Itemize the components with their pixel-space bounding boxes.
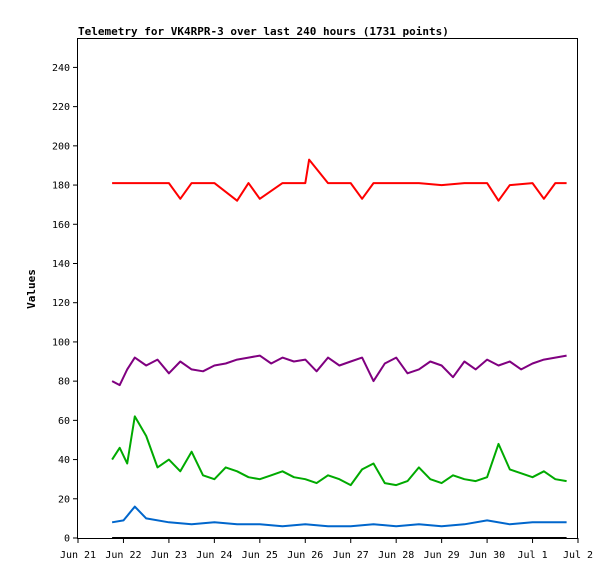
y-tick-label: 0 bbox=[64, 534, 70, 545]
y-tick-label: 40 bbox=[58, 455, 70, 466]
x-tick-label: Jun 24 bbox=[196, 550, 232, 561]
x-tick-label: Jun 22 bbox=[105, 550, 141, 561]
x-tick-label: Jun 27 bbox=[333, 550, 369, 561]
y-axis: 0 20 40 60 80 100 120 140 160 180 200 220 240 bbox=[52, 63, 78, 545]
y-tick-label: 60 bbox=[58, 416, 70, 427]
x-tick-label: Jun 28 bbox=[378, 550, 414, 561]
x-tick-label: Jul 1 bbox=[517, 550, 547, 561]
y-tick-label: 240 bbox=[52, 63, 70, 74]
plot-area-frame bbox=[77, 38, 578, 539]
x-tick-label: Jul 2 bbox=[563, 550, 593, 561]
x-tick-label: Jun 26 bbox=[287, 550, 323, 561]
y-tick-label: 120 bbox=[52, 298, 70, 309]
y-tick-label: 140 bbox=[52, 259, 70, 270]
y-tick-label: 180 bbox=[52, 181, 70, 192]
y-tick-label: 200 bbox=[52, 141, 70, 152]
x-tick-label: Jun 21 bbox=[60, 550, 96, 561]
x-tick-label: Jun 29 bbox=[424, 550, 460, 561]
x-axis: Jun 21 Jun 22 Jun 23 Jun 24 Jun 25 Jun 26 Jun … bbox=[60, 538, 593, 561]
series-line-4 bbox=[111, 505, 567, 528]
x-tick-label: Jun 30 bbox=[469, 550, 505, 561]
y-tick-label: 160 bbox=[52, 220, 70, 231]
y-axis-label: Values bbox=[25, 269, 38, 309]
y-tick-label: 100 bbox=[52, 337, 70, 348]
y-tick-label: 80 bbox=[58, 377, 70, 388]
chart-title: Telemetry for VK4RPR-3 over last 240 hou… bbox=[78, 25, 449, 38]
y-tick-label: 220 bbox=[52, 102, 70, 113]
series-line-2 bbox=[111, 354, 567, 387]
x-tick-label: Jun 25 bbox=[242, 550, 278, 561]
series-line-3 bbox=[111, 415, 567, 487]
series-group bbox=[111, 158, 567, 539]
series-line-1 bbox=[112, 158, 567, 202]
y-tick-label: 20 bbox=[58, 494, 70, 505]
x-tick-label: Jun 23 bbox=[151, 550, 187, 561]
